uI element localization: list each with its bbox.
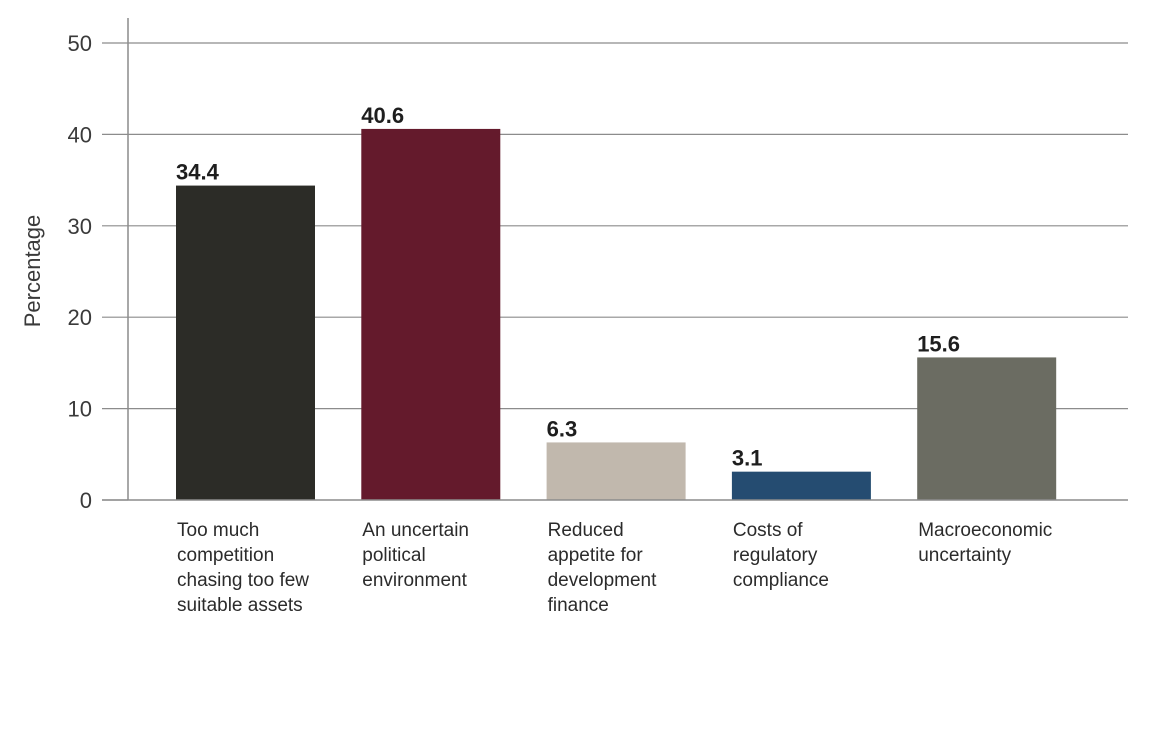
y-tick-label: 10	[68, 397, 92, 422]
bar	[917, 357, 1057, 500]
bar-value-label: 40.6	[361, 103, 404, 128]
category-label-line: suitable assets	[177, 595, 303, 616]
y-axis-label: Percentage	[20, 215, 45, 328]
category-label: Reduced appetite for development finance	[548, 520, 658, 616]
bar-value-label: 6.3	[547, 416, 578, 441]
y-tick-label: 50	[68, 31, 92, 56]
bar	[176, 185, 315, 501]
category-label-line: development	[548, 570, 658, 591]
category-label-line: finance	[548, 595, 609, 616]
value-labels: 34.4 40.6 6.3 3.1 15.6	[176, 103, 960, 471]
category-label-line: appetite for	[548, 545, 644, 566]
category-label: Costs of regulatory compliance	[733, 520, 829, 591]
category-label-line: uncertainty	[918, 545, 1011, 566]
category-label-line: Macroeconomic	[918, 520, 1052, 541]
bar	[546, 442, 686, 500]
category-label-line: political	[362, 545, 425, 566]
category-label: Macroeconomic uncertainty	[918, 520, 1052, 566]
y-axis-ticks: 0 10 20 30 40 50	[68, 31, 92, 513]
y-tick-label: 20	[68, 305, 92, 330]
category-label-line: compliance	[733, 570, 829, 591]
category-label-line: Too much	[177, 520, 259, 541]
category-label-line: chasing too few	[177, 570, 309, 591]
bar	[361, 128, 501, 500]
bars	[176, 128, 1057, 501]
y-tick-label: 40	[68, 122, 92, 147]
y-tick-label: 0	[80, 488, 92, 513]
bar	[731, 471, 871, 500]
category-labels: Too much competition chasing too few suitab…	[177, 520, 1052, 616]
category-label: An uncertain political environment	[362, 520, 469, 591]
bar-value-label: 3.1	[732, 446, 763, 471]
category-label-line: Reduced	[548, 520, 624, 541]
category-label-line: regulatory	[733, 545, 818, 566]
bar-value-label: 34.4	[176, 160, 220, 185]
category-label-line: competition	[177, 545, 274, 566]
category-label: Too much competition chasing too few suitab…	[177, 520, 309, 616]
category-label-line: Costs of	[733, 520, 803, 541]
y-tick-label: 30	[68, 214, 92, 239]
category-label-line: An uncertain	[362, 520, 469, 541]
bar-value-label: 15.6	[917, 331, 960, 356]
category-label-line: environment	[362, 570, 467, 591]
